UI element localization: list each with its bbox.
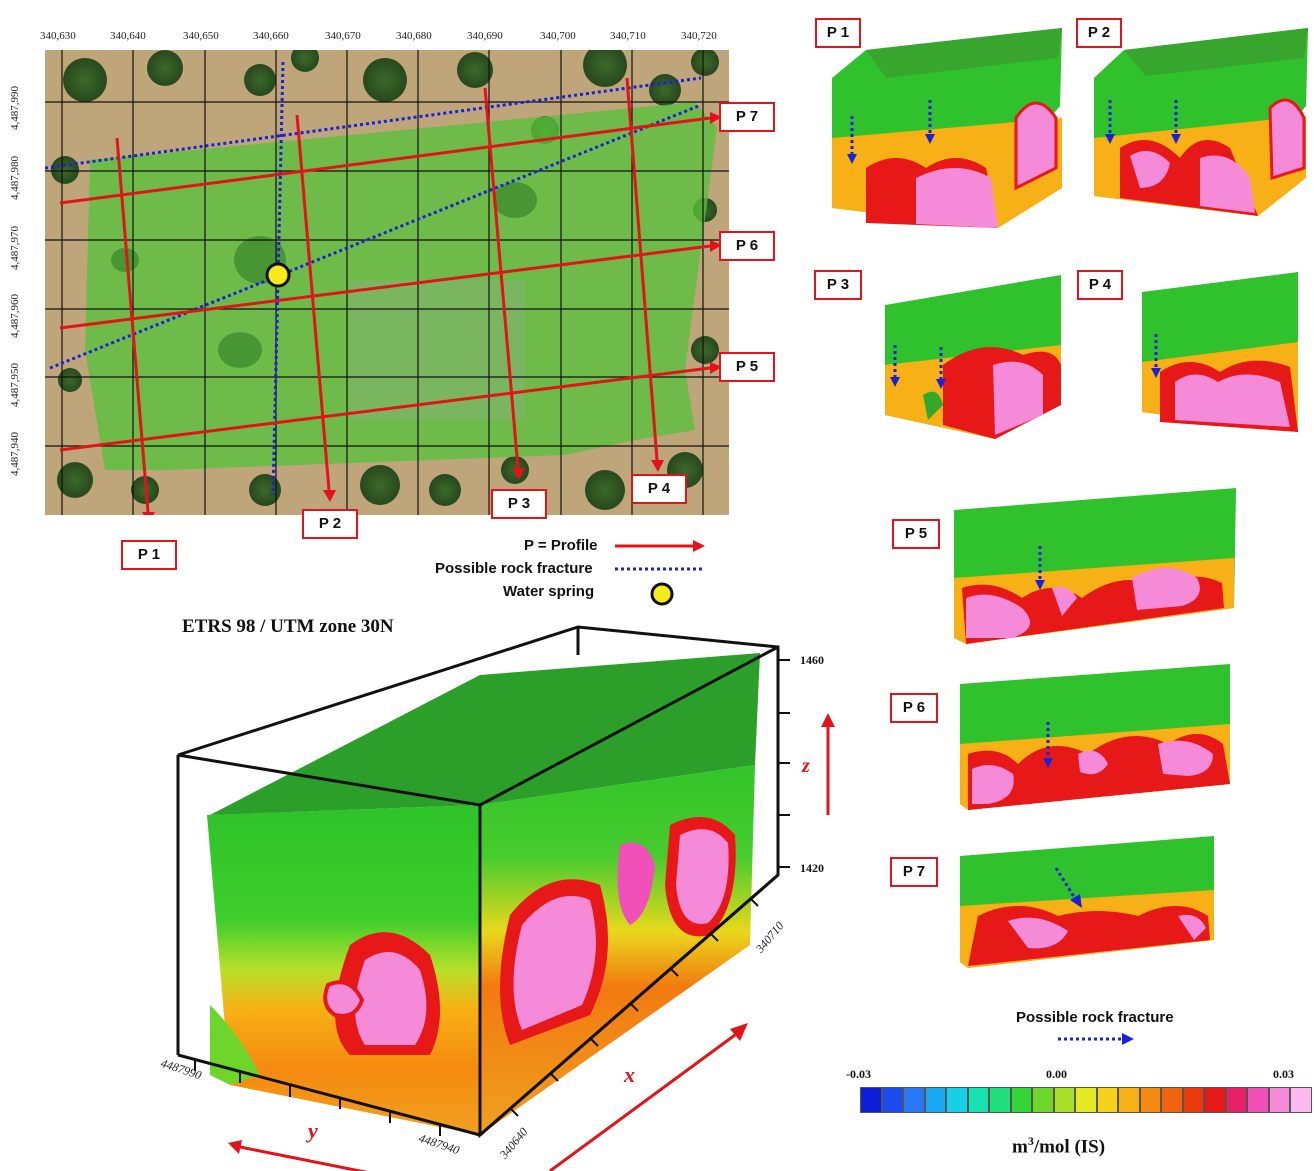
map-profile-label-p2: P 2 — [302, 509, 358, 539]
colorbar-mid-label: 0.00 — [1046, 1067, 1067, 1082]
colorbar-cell — [1118, 1087, 1140, 1113]
colorbar-cell — [882, 1087, 904, 1113]
map-profile-label-p5: P 5 — [719, 352, 775, 382]
map-x-tick: 340,700 — [540, 30, 576, 42]
map-x-tick: 340,670 — [325, 30, 361, 42]
map-profile-label-p1: P 1 — [121, 540, 177, 570]
map-profile-label-p7: P 7 — [719, 102, 775, 132]
colorbar-cell — [1290, 1087, 1312, 1113]
colorbar-min-label: -0.03 — [846, 1067, 871, 1082]
section-fracture-legend-arrow — [1058, 1032, 1138, 1046]
legend-profile-arrow — [615, 538, 707, 554]
water-spring-marker — [267, 264, 289, 286]
colorbar-cell — [1032, 1087, 1054, 1113]
block-z-tick-1460: 1460 — [800, 653, 824, 668]
section-p5 — [952, 488, 1242, 648]
map-y-tick: 4,487,990 — [9, 86, 21, 130]
section-p4 — [1140, 272, 1302, 434]
colorbar-unit-base: m — [1012, 1136, 1028, 1157]
colorbar — [860, 1087, 1312, 1113]
block-z-axis-label: z — [802, 755, 810, 778]
site-map-graphic — [45, 50, 729, 515]
section-p6 — [958, 664, 1236, 812]
colorbar-cell — [1054, 1087, 1076, 1113]
colorbar-cell — [1183, 1087, 1205, 1113]
map-profile-label-p6: P 6 — [719, 231, 775, 261]
map-y-tick: 4,487,980 — [9, 156, 21, 200]
map-profile-label-p3: P 3 — [491, 489, 547, 519]
colorbar-cell — [1269, 1087, 1291, 1113]
colorbar-cell — [1097, 1087, 1119, 1113]
colorbar-cell — [1247, 1087, 1269, 1113]
section-label-p7: P 7 — [890, 857, 938, 887]
map-x-tick: 340,650 — [183, 30, 219, 42]
colorbar-cell — [968, 1087, 990, 1113]
map-x-tick: 340,690 — [467, 30, 503, 42]
colorbar-cell — [1226, 1087, 1248, 1113]
section-p7 — [958, 836, 1220, 972]
section-label-p6: P 6 — [890, 693, 938, 723]
block-3d-model — [150, 615, 850, 1171]
colorbar-cell — [1011, 1087, 1033, 1113]
map-x-tick: 340,640 — [110, 30, 146, 42]
block-x-axis-label: x — [624, 1062, 635, 1088]
colorbar-cell — [860, 1087, 882, 1113]
colorbar-cell — [925, 1087, 947, 1113]
map-y-tick: 4,487,940 — [9, 432, 21, 476]
map-x-tick: 340,720 — [681, 30, 717, 42]
colorbar-cell — [1075, 1087, 1097, 1113]
legend-spring-text: Water spring — [503, 583, 594, 600]
block-z-tick-1420: 1420 — [800, 861, 824, 876]
map-x-tick: 340,630 — [40, 30, 76, 42]
colorbar-cell — [903, 1087, 925, 1113]
colorbar-unit-rest: /mol (IS) — [1034, 1136, 1105, 1157]
map-y-tick: 4,487,970 — [9, 226, 21, 270]
legend-fracture-text: Possible rock fracture — [435, 560, 593, 577]
map-x-tick: 340,710 — [610, 30, 646, 42]
site-map — [45, 50, 729, 515]
map-y-tick: 4,487,960 — [9, 294, 21, 338]
block-y-axis-label: y — [308, 1118, 318, 1144]
section-p1 — [826, 28, 1070, 232]
map-profile-label-p4: P 4 — [631, 474, 687, 504]
legend-profile-text: P = Profile — [524, 537, 598, 554]
section-p3 — [883, 275, 1065, 441]
colorbar-cell — [1204, 1087, 1226, 1113]
map-y-tick: 4,487,950 — [9, 363, 21, 407]
colorbar-unit: m3/mol (IS) — [1012, 1134, 1105, 1158]
legend-fracture-line — [615, 562, 707, 576]
colorbar-cell — [1140, 1087, 1162, 1113]
section-p2 — [1090, 28, 1312, 218]
colorbar-cell — [989, 1087, 1011, 1113]
section-label-p3: P 3 — [814, 270, 862, 300]
colorbar-cell — [1161, 1087, 1183, 1113]
colorbar-cell — [946, 1087, 968, 1113]
legend-spring-icon — [648, 580, 676, 608]
section-label-p4: P 4 — [1077, 270, 1123, 300]
section-label-p5: P 5 — [892, 519, 940, 549]
map-x-tick: 340,660 — [253, 30, 289, 42]
section-fracture-legend-text: Possible rock fracture — [1016, 1009, 1174, 1026]
map-x-tick: 340,680 — [396, 30, 432, 42]
colorbar-max-label: 0.03 — [1273, 1067, 1294, 1082]
